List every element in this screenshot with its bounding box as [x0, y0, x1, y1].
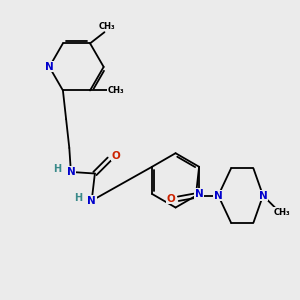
Text: N: N	[87, 196, 96, 206]
Text: N: N	[259, 190, 267, 200]
Text: H: H	[53, 164, 62, 174]
Text: O: O	[112, 151, 121, 161]
Text: N: N	[67, 167, 75, 177]
Text: N: N	[214, 190, 223, 200]
Text: N: N	[45, 62, 54, 72]
Text: CH₃: CH₃	[99, 22, 115, 31]
Text: H: H	[74, 193, 82, 203]
Text: N: N	[195, 189, 203, 199]
Text: CH₃: CH₃	[273, 208, 290, 217]
Text: CH₃: CH₃	[107, 86, 124, 95]
Text: O: O	[167, 194, 176, 204]
